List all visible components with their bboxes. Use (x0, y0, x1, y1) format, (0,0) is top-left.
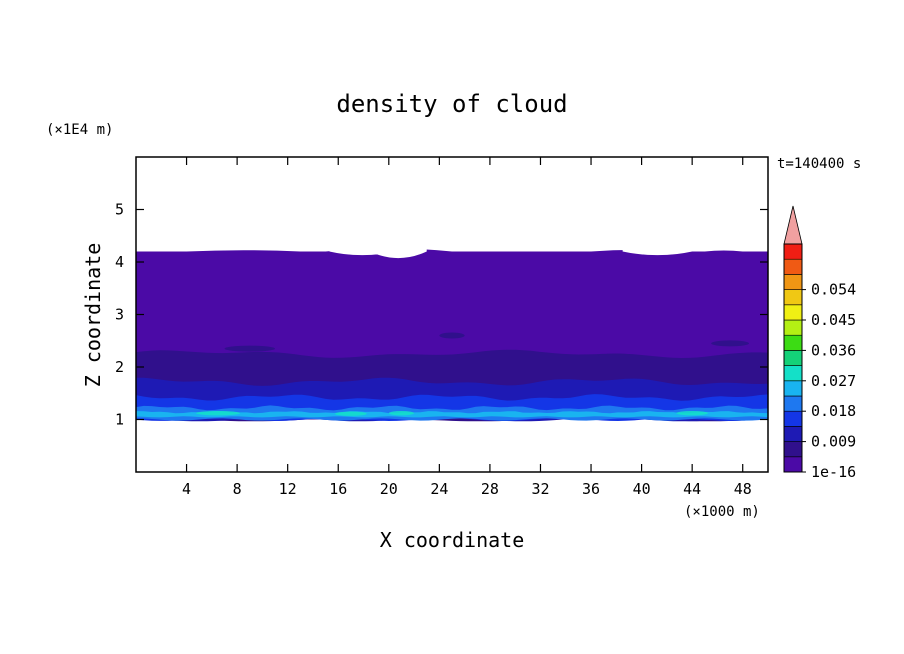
colorbar-swatch (783, 395, 803, 412)
colorbar-tick-label: 0.027 (811, 372, 856, 390)
colorbar-swatch (783, 380, 803, 397)
x-tick-label: 8 (233, 480, 242, 498)
density-lens (439, 332, 465, 339)
density-peak-patch (676, 411, 708, 416)
colorbar-swatch (783, 410, 803, 427)
colorbar-tick-label: 0.054 (811, 281, 856, 299)
colorbar-tick-label: 0.045 (811, 311, 856, 329)
colorbar: 1e-16 0.009 0.018 0.027 0.036 0.045 0.054 (783, 205, 856, 481)
colorbar-swatch (783, 365, 803, 382)
colorbar-tick-label: 0.018 (811, 402, 856, 420)
cloud-top-gap (369, 246, 427, 259)
density-peak-patch (196, 411, 241, 416)
colorbar-swatch (783, 350, 803, 366)
x-tick-label: 40 (633, 480, 651, 498)
colorbar-swatch (783, 258, 803, 275)
colorbar-swatch (783, 289, 803, 306)
y-tick-label: 3 (115, 306, 124, 324)
x-tick-label: 16 (329, 480, 347, 498)
colorbar-swatch (783, 334, 803, 351)
density-peak-patch (335, 411, 367, 416)
density-lens (597, 353, 636, 360)
colorbar-tick-label: 0.036 (811, 341, 856, 359)
colorbar-tick-label: 1e-16 (811, 463, 856, 481)
x-tick-label: 24 (430, 480, 448, 498)
x-tick-label: 32 (531, 480, 549, 498)
colorbar-tick-label: 0.009 (811, 433, 856, 451)
cloud-top-gap (622, 246, 693, 256)
y-tick-label: 1 (115, 411, 124, 429)
y-tick-label: 5 (115, 201, 124, 219)
colorbar-swatch (783, 243, 803, 260)
colorbar-swatch (783, 274, 803, 290)
y-tick-label: 2 (115, 358, 124, 376)
density-lens (711, 340, 750, 347)
density-peak-patch (388, 411, 415, 416)
colorbar-frame (783, 243, 803, 473)
cloud-turret (186, 250, 301, 252)
x-tick-label: 36 (582, 480, 600, 498)
cloud-turret (704, 250, 743, 252)
density-band-peak (136, 411, 768, 418)
x-tick-label: 20 (380, 480, 398, 498)
x-tick-label: 12 (279, 480, 297, 498)
y-tick-label: 4 (115, 253, 124, 271)
colorbar-swatch (783, 304, 803, 321)
x-tick-label: 44 (683, 480, 701, 498)
y-axis: 1 2 3 4 5 (115, 201, 768, 429)
y-axis-label: Z coordinate (81, 243, 105, 388)
colorbar-swatch (783, 456, 803, 473)
colorbar-swatch (783, 426, 803, 442)
density-lens (224, 345, 276, 352)
density-field (136, 246, 768, 422)
x-axis-label: X coordinate (380, 528, 525, 552)
x-tick-label: 48 (734, 480, 752, 498)
colorbar-swatch (783, 319, 803, 336)
chart-title: density of cloud (336, 90, 567, 118)
colorbar-swatch (783, 441, 803, 458)
x-axis: 4 8 12 16 20 24 28 32 36 40 44 48 (182, 157, 752, 498)
x-tick-label: 28 (481, 480, 499, 498)
x-tick-label: 4 (182, 480, 191, 498)
y-unit-label: (×1E4 m) (46, 122, 113, 138)
time-label: t=140400 s (777, 156, 861, 172)
colorbar-extend-arrow (783, 205, 803, 245)
x-unit-label: (×1000 m) (684, 504, 760, 520)
